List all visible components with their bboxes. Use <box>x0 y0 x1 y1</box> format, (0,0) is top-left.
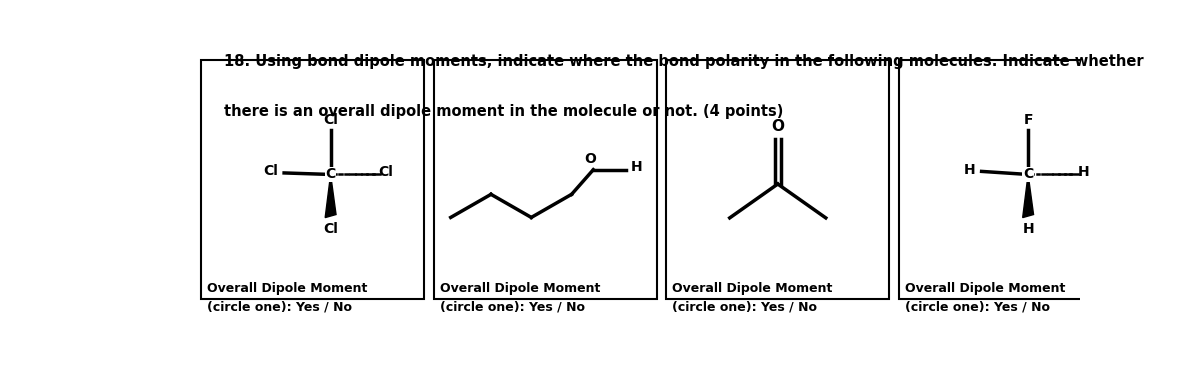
Text: H: H <box>1078 165 1090 179</box>
Text: 18. Using bond dipole moments, indicate where the bond polarity in the following: 18. Using bond dipole moments, indicate … <box>224 54 1144 69</box>
Text: Cl: Cl <box>263 164 278 178</box>
Polygon shape <box>1022 175 1033 218</box>
Text: Cl: Cl <box>379 165 394 179</box>
Text: O: O <box>584 152 596 166</box>
FancyBboxPatch shape <box>899 60 1122 299</box>
Text: (circle one): Yes / No: (circle one): Yes / No <box>905 300 1050 313</box>
Text: H: H <box>964 163 976 177</box>
Text: C: C <box>1022 167 1033 181</box>
Text: Cl: Cl <box>323 113 338 127</box>
Text: Overall Dipole Moment: Overall Dipole Moment <box>208 282 367 295</box>
Text: (circle one): Yes / No: (circle one): Yes / No <box>208 300 353 313</box>
Text: F: F <box>1024 113 1033 127</box>
Text: there is an overall dipole moment in the molecule or not. (4 points): there is an overall dipole moment in the… <box>224 104 784 119</box>
Text: Overall Dipole Moment: Overall Dipole Moment <box>672 282 833 295</box>
Text: (circle one): Yes / No: (circle one): Yes / No <box>672 300 817 313</box>
FancyBboxPatch shape <box>433 60 656 299</box>
Text: Cl: Cl <box>323 222 338 236</box>
Text: Overall Dipole Moment: Overall Dipole Moment <box>440 282 600 295</box>
Text: (circle one): Yes / No: (circle one): Yes / No <box>440 300 584 313</box>
FancyBboxPatch shape <box>666 60 889 299</box>
Text: H: H <box>1022 222 1034 236</box>
Text: Overall Dipole Moment: Overall Dipole Moment <box>905 282 1066 295</box>
Polygon shape <box>325 175 336 218</box>
Text: C: C <box>325 167 336 181</box>
Text: O: O <box>772 119 785 134</box>
Text: H: H <box>630 160 642 174</box>
FancyBboxPatch shape <box>202 60 425 299</box>
